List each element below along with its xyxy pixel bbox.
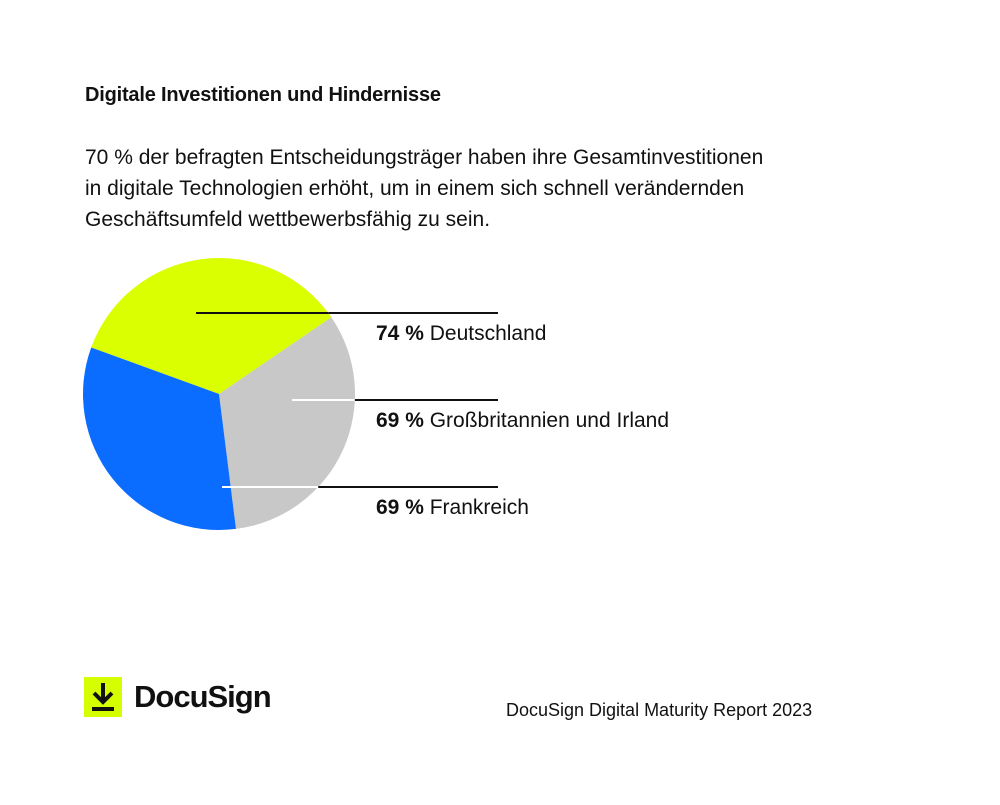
brand-logo: DocuSign [84,677,272,717]
label-name: Großbritannien und Irland [429,409,670,432]
page-title: Digitale Investitionen und Hindernisse [85,84,441,106]
pie-slice [91,257,332,394]
label-name: Deutschland [429,322,547,345]
intro-line: in digitale Technologien erhöht, um in e… [85,177,745,200]
label-value: 74 % [376,322,424,345]
label-value: 69 % [376,496,424,519]
brand-name: DocuSign [134,679,272,714]
intro-text: 70 % der befragten Entscheidungsträger h… [85,142,885,235]
label-value: 69 % [376,409,424,432]
label-name: Frankreich [429,496,529,519]
pie-slice [82,347,236,530]
label-grossbritannien: 69 % Großbritannien und Irland [376,409,669,433]
label-deutschland: 74 % Deutschland [376,322,546,346]
download-arrow-icon [84,677,122,717]
intro-line: Geschäftsumfeld wettbewerbsfähig zu sein… [85,208,491,231]
footer-text: DocuSign Digital Maturity Report 2023 [506,700,813,720]
intro-line: 70 % der befragten Entscheidungsträger h… [85,146,764,169]
label-frankreich: 69 % Frankreich [376,496,529,520]
pie-slice [219,317,356,529]
